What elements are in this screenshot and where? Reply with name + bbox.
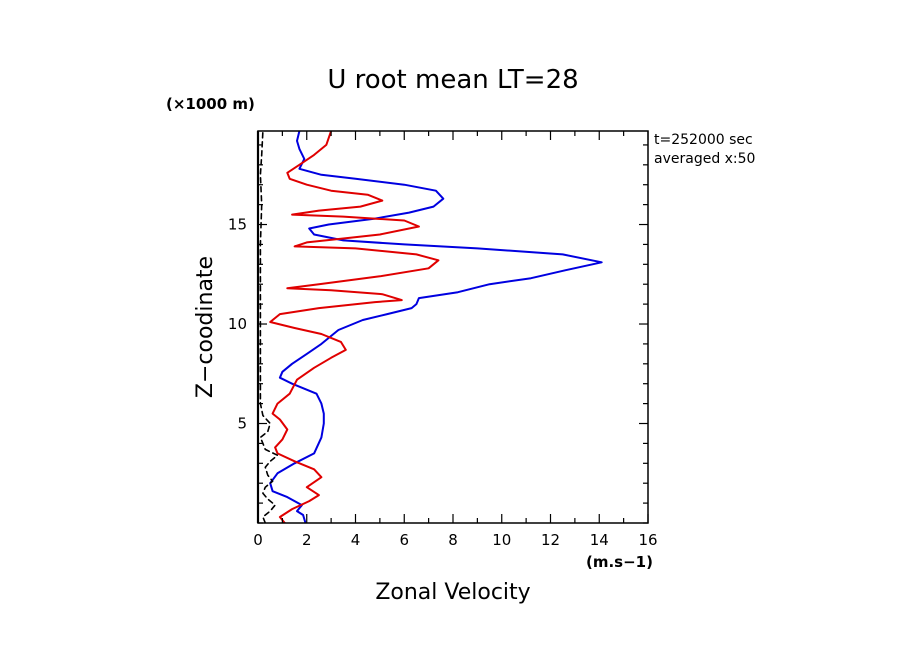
- series-line-3: [259, 131, 279, 523]
- x-tick-label: 10: [492, 531, 511, 549]
- x-tick-label: 16: [638, 531, 657, 549]
- y-axis-ticks: 5 10 15: [228, 144, 648, 524]
- series-layer: [259, 131, 603, 523]
- info-line-2: averaged x:50: [654, 151, 755, 167]
- series-line-2: [269, 131, 440, 523]
- y-tick-label: 15: [228, 216, 247, 234]
- x-tick-label: 2: [302, 531, 312, 549]
- x-unit-label: (m.s−1): [586, 553, 653, 571]
- chart-title: U root mean LT=28: [327, 65, 578, 95]
- y-tick-label: 5: [237, 415, 247, 433]
- y-axis-label: Z−coodinate: [193, 256, 218, 398]
- x-tick-label: 4: [351, 531, 361, 549]
- x-tick-label: 0: [253, 531, 263, 549]
- x-tick-label: 6: [399, 531, 409, 549]
- x-axis-ticks: 0 2 4 6 8 10 12 14 16: [253, 131, 658, 549]
- y-tick-label: 10: [228, 315, 247, 333]
- y-unit-label: (×1000 m): [166, 95, 255, 113]
- x-tick-label: 12: [541, 531, 560, 549]
- x-tick-label: 14: [590, 531, 609, 549]
- x-tick-label: 8: [448, 531, 458, 549]
- series-line-1: [269, 131, 603, 523]
- plot-frame: [257, 130, 649, 524]
- info-line-1: t=252000 sec: [654, 132, 753, 148]
- x-axis-label: Zonal Velocity: [375, 580, 530, 605]
